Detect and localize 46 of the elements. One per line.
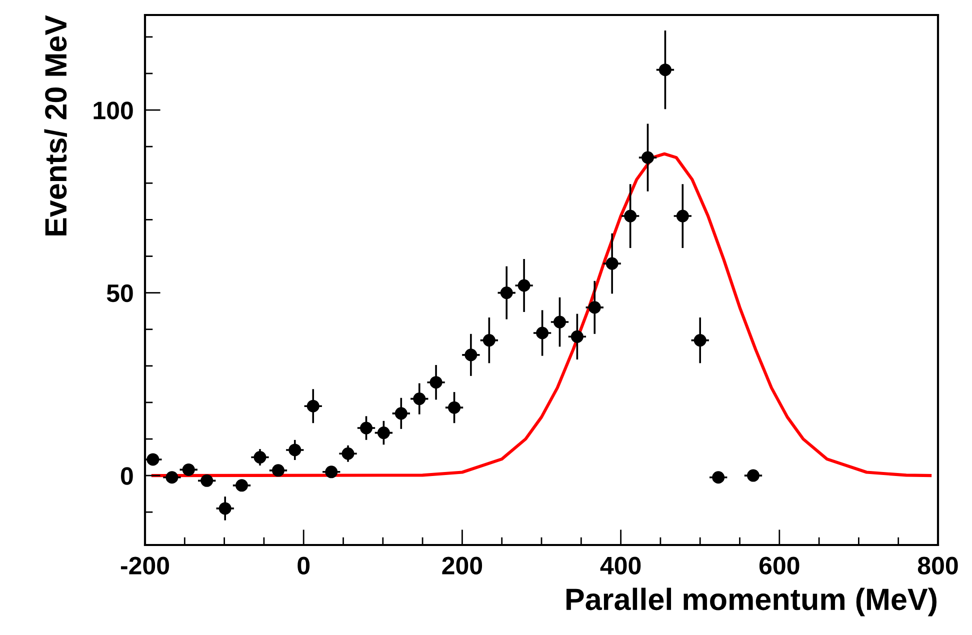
point [570, 330, 584, 343]
point [676, 210, 689, 222]
point [553, 316, 566, 328]
x-tick-label: 800 [918, 556, 958, 574]
point [394, 407, 408, 420]
point [694, 334, 706, 347]
x-tick-label: -200 [120, 556, 169, 574]
point [712, 471, 725, 484]
point [624, 210, 637, 222]
line-series [151, 152, 932, 478]
point [306, 400, 320, 412]
x-tick-label: 0 [298, 556, 310, 574]
x-tick-label: 600 [759, 556, 800, 574]
point [377, 426, 390, 440]
point [518, 279, 530, 292]
point [606, 257, 618, 270]
point [166, 471, 178, 484]
point [235, 479, 248, 492]
point [218, 502, 232, 515]
point [588, 301, 601, 314]
point [325, 466, 338, 478]
x-axis-title: Parallel momentum (MeV) [566, 588, 936, 616]
y-axis-title: Events/ 20 MeV [44, 15, 68, 236]
point [254, 451, 266, 464]
y-tick-label: 50 [106, 284, 133, 302]
y-tick-label: 100 [94, 102, 133, 120]
point [146, 453, 160, 466]
point [746, 469, 760, 482]
x-tick-label: 400 [600, 556, 641, 574]
point [642, 151, 654, 164]
x-tick-label: 200 [442, 556, 482, 574]
point [482, 334, 496, 347]
point [464, 348, 478, 362]
point [360, 422, 372, 434]
y-tick-label: 0 [120, 467, 133, 485]
point [272, 464, 284, 477]
point [536, 326, 549, 340]
point [430, 376, 442, 389]
point [658, 64, 672, 76]
point [200, 474, 214, 487]
point [448, 401, 461, 414]
point [500, 286, 513, 300]
point [342, 447, 354, 460]
point [413, 392, 426, 406]
point [182, 463, 195, 476]
point [288, 444, 302, 456]
